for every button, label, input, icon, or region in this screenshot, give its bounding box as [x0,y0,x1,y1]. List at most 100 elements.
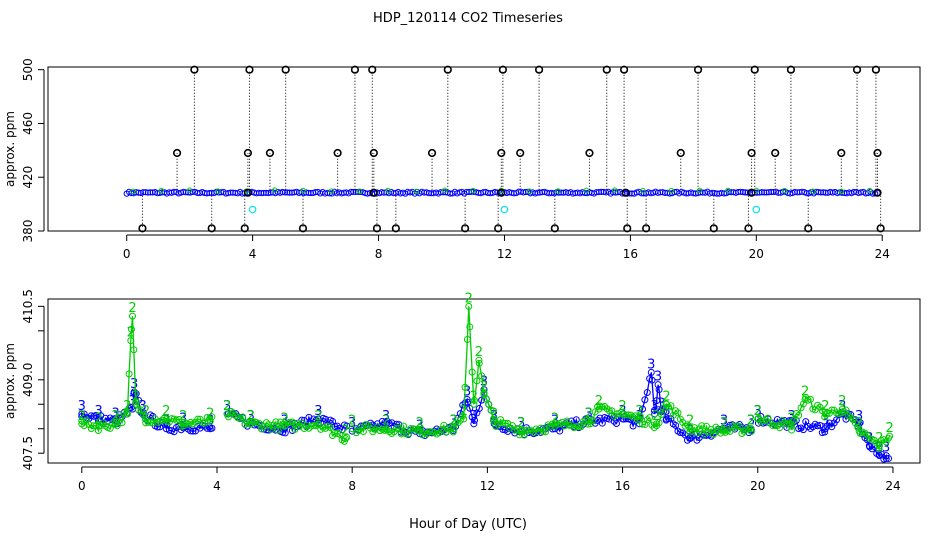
series-2-point [348,425,356,433]
series-2-point [816,403,824,411]
series-2-point [392,424,400,432]
series-2-label: 2 [801,384,809,399]
series-2-label: 2 [585,406,593,421]
series-3-point [130,388,138,396]
series-2-point [402,430,410,438]
high-point [602,65,611,74]
series-2-point [416,423,424,431]
series-3-point [650,406,658,414]
series-2-point [123,410,131,418]
green-point [640,187,646,194]
green-point [300,187,306,194]
series-2-point [601,402,609,410]
series-3-point [331,423,339,431]
series-2-point [788,426,796,434]
series-2-point [646,414,654,422]
series-2-point [168,415,176,423]
green-point [441,187,448,193]
series-2-point [459,412,467,420]
chart-title: HDP_120114 CO2 Timeseries [373,11,563,26]
series-3-label: 3 [348,416,356,431]
series-3-point [643,389,651,397]
series-3-point [809,423,817,431]
series-2-point [118,419,126,427]
low-point [372,224,382,233]
series-2-line [355,306,620,437]
y-tick-label: 380 [21,220,35,243]
series-2-point [321,424,329,432]
low-point [240,224,249,233]
green-point [555,188,561,194]
series-2-label: 2 [595,394,603,409]
green-point [725,187,731,194]
series-3-point [816,421,824,429]
series-3-label: 3 [821,414,829,429]
series-2-point [769,422,777,430]
x-tick-label: 24 [885,479,900,493]
low-point [298,224,308,233]
series-3-label: 3 [247,409,255,424]
series-3-label: 3 [223,399,231,414]
green-point [470,187,476,194]
series-2-point [426,428,434,436]
series-2-point [702,422,710,430]
series-2-point [648,421,656,429]
series-3-label: 3 [463,384,471,399]
mid-point [265,148,275,158]
series-2-label: 2 [111,409,119,424]
series-2-point [175,415,183,423]
series-2-point [260,423,268,431]
green-point [866,187,873,194]
series-3-label: 3 [111,406,119,421]
high-point [750,65,759,74]
high-point [619,65,629,74]
series-2-point [499,419,507,427]
series-2-point [144,418,152,426]
series-2-point [686,425,694,433]
green-point [158,187,165,194]
series-3-label: 3 [470,409,478,424]
green-point [413,188,420,195]
x-tick-label: 24 [875,247,890,261]
series-2-point [475,356,483,364]
series-2-point [487,406,495,414]
series-2-label: 2 [247,409,255,424]
series-3-point [804,422,812,430]
series-2-point [366,424,374,432]
series-2-point [128,312,136,320]
series-2-point [460,415,468,423]
series-3-point [383,417,391,425]
series-2-point [130,346,138,354]
mid-point [837,148,846,158]
mid-point [873,148,882,158]
mid-point [172,148,182,158]
series-3-point [305,413,313,421]
series-2-label: 2 [747,414,755,429]
series-2-label: 2 [490,406,498,421]
series-2-point [272,418,280,426]
series-2-label: 2 [652,409,660,424]
series-2-point [274,426,282,434]
series-2-label: 2 [875,431,883,446]
series-3-label: 3 [747,414,755,429]
series-2-point [248,418,256,426]
series-3-point [598,419,606,427]
green-point [838,188,844,194]
series-2-point [132,400,140,408]
series-3-point [828,423,836,431]
series-2-point [286,418,294,426]
series-2-point [747,425,755,433]
series-2-point [542,428,550,436]
series-2-label: 2 [341,424,349,439]
high-point [245,65,254,74]
series-2-label: 2 [470,389,478,404]
baseline-point [747,188,756,197]
series-2-point [747,428,755,436]
high-point [350,65,360,74]
series-3-label: 3 [480,375,488,390]
series-2-point [485,400,493,408]
series-2-point [523,426,531,434]
series-2-label: 2 [838,394,846,409]
series-2-point [317,425,325,433]
